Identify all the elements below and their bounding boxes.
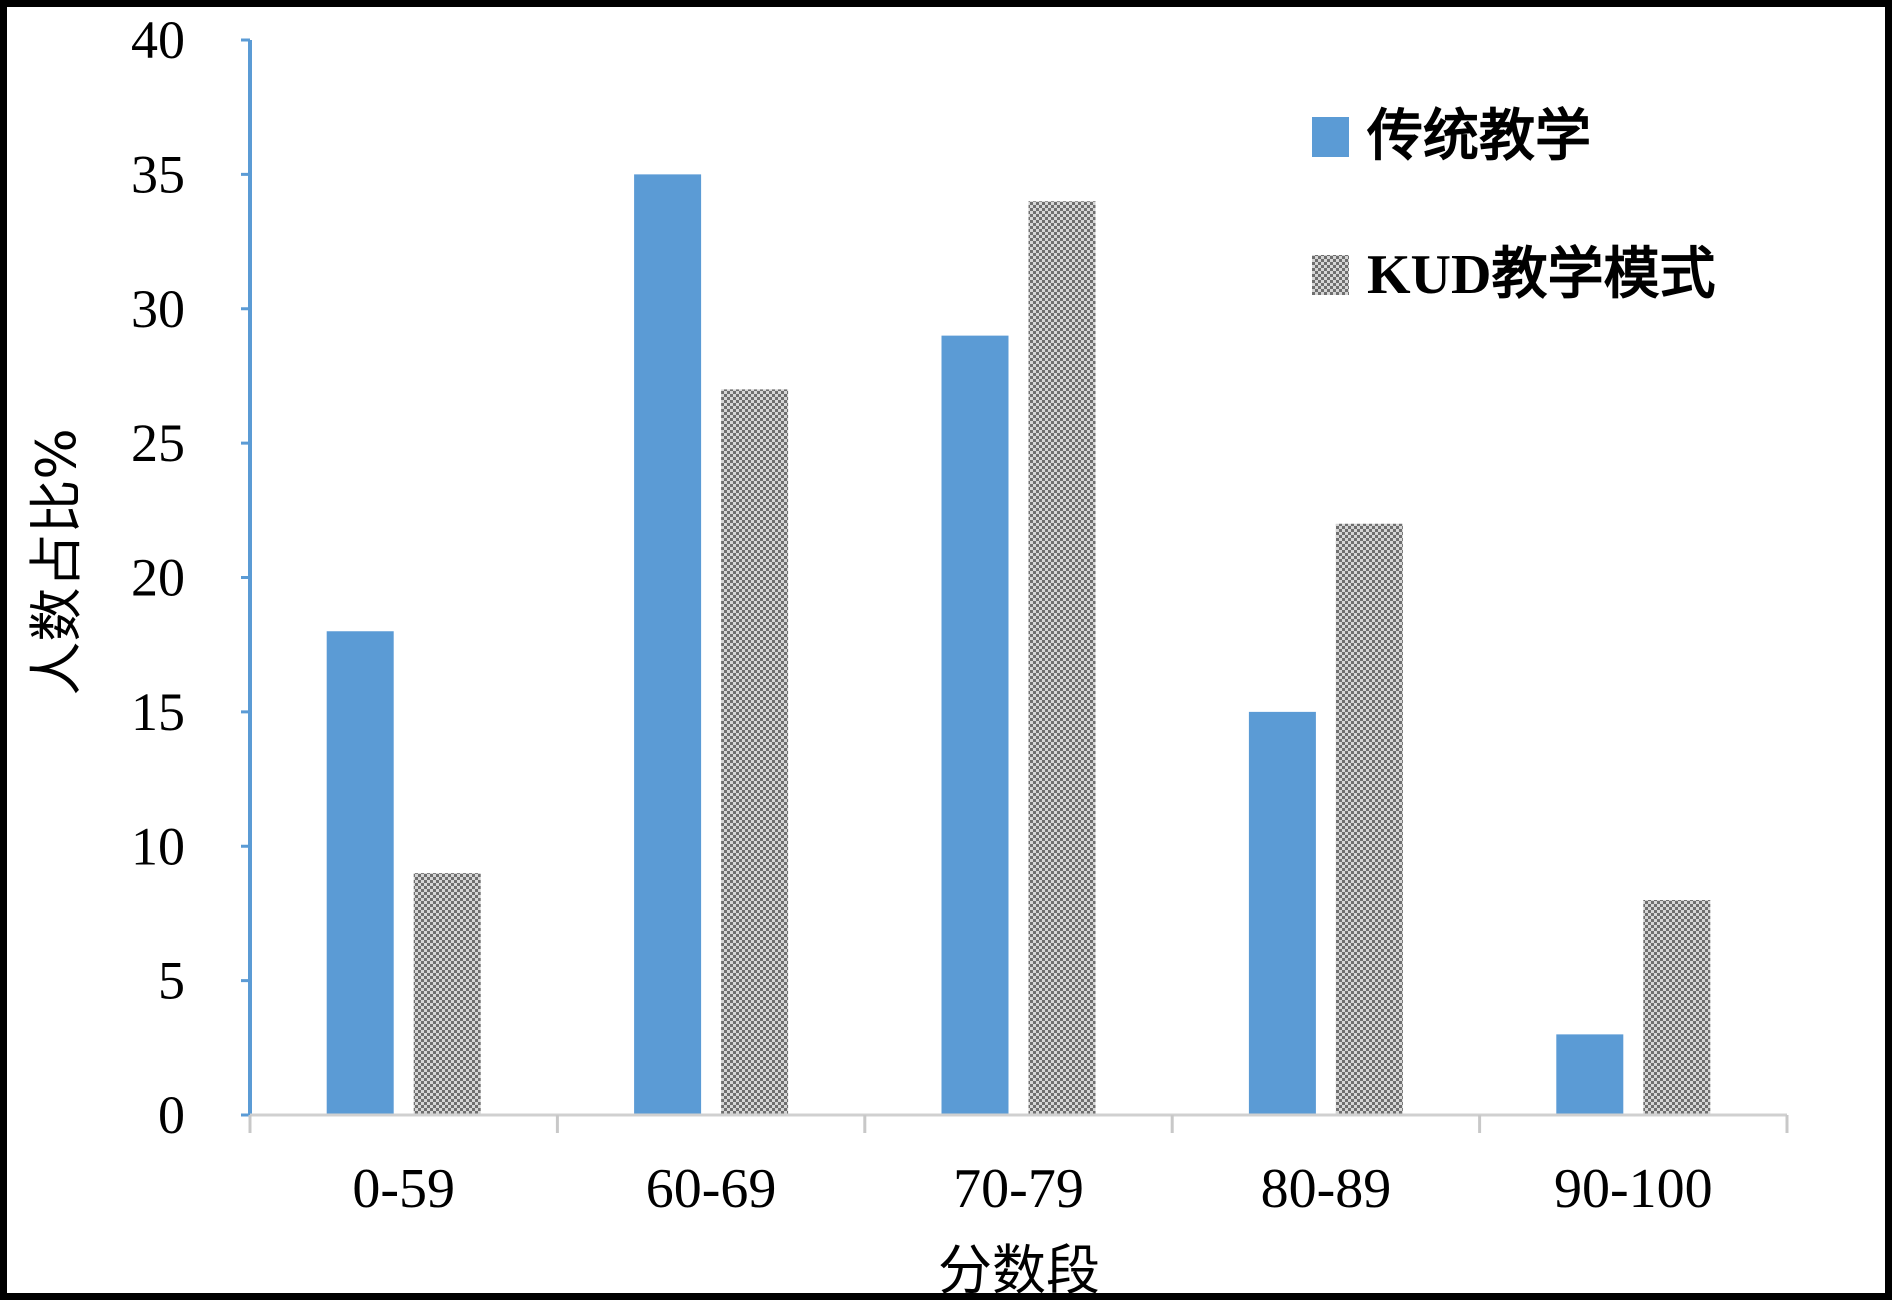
bar-kud-90-100 (1643, 900, 1711, 1115)
y-tick-label: 40 (131, 10, 185, 70)
bar-kud-80-89 (1335, 523, 1403, 1115)
bar-kud-60-69 (721, 389, 789, 1115)
x-tick-label: 70-79 (953, 1158, 1084, 1220)
axes-layer (241, 38, 1789, 1133)
legend-swatch-traditional (1312, 117, 1349, 157)
bar-chart: 0 5 10 15 20 25 30 35 40 0-59 60-69 70-79 80-89 90-10… (25, 10, 1789, 1302)
y-tick-label: 5 (158, 951, 185, 1011)
x-tick-label: 0-59 (352, 1158, 455, 1220)
y-tick-label: 35 (131, 144, 185, 204)
x-axis-title: 分数段 (938, 1239, 1100, 1302)
y-tick-label: 30 (131, 279, 185, 339)
legend-label-traditional: 传统教学 (1366, 106, 1591, 168)
y-tick-label: 15 (131, 682, 185, 742)
bar-kud-0-59 (413, 873, 481, 1115)
x-tick-label: 90-100 (1554, 1158, 1713, 1220)
bar-traditional-80-89 (1248, 711, 1316, 1115)
bar-traditional-70-79 (941, 335, 1009, 1115)
y-tick-label: 0 (158, 1085, 185, 1145)
legend-swatch-kud (1312, 255, 1349, 295)
x-tick-label: 60-69 (646, 1158, 777, 1220)
y-tick-label: 10 (131, 816, 185, 876)
bars-layer (326, 174, 1711, 1115)
y-tick-label: 25 (131, 413, 185, 473)
bar-traditional-90-100 (1556, 1034, 1624, 1115)
legend: 传统教学 KUD教学模式 (1312, 106, 1715, 306)
bar-traditional-60-69 (634, 174, 702, 1115)
bar-traditional-0-59 (326, 631, 394, 1115)
labels-layer: 0 5 10 15 20 25 30 35 40 0-59 60-69 70-79 80-89 90-10… (25, 10, 1713, 1302)
bar-kud-70-79 (1028, 201, 1096, 1115)
x-tick-label: 80-89 (1261, 1158, 1392, 1220)
legend-label-kud: KUD教学模式 (1367, 244, 1715, 306)
y-tick-label: 20 (131, 548, 185, 608)
y-axis-title: 人数占比% (25, 428, 88, 695)
